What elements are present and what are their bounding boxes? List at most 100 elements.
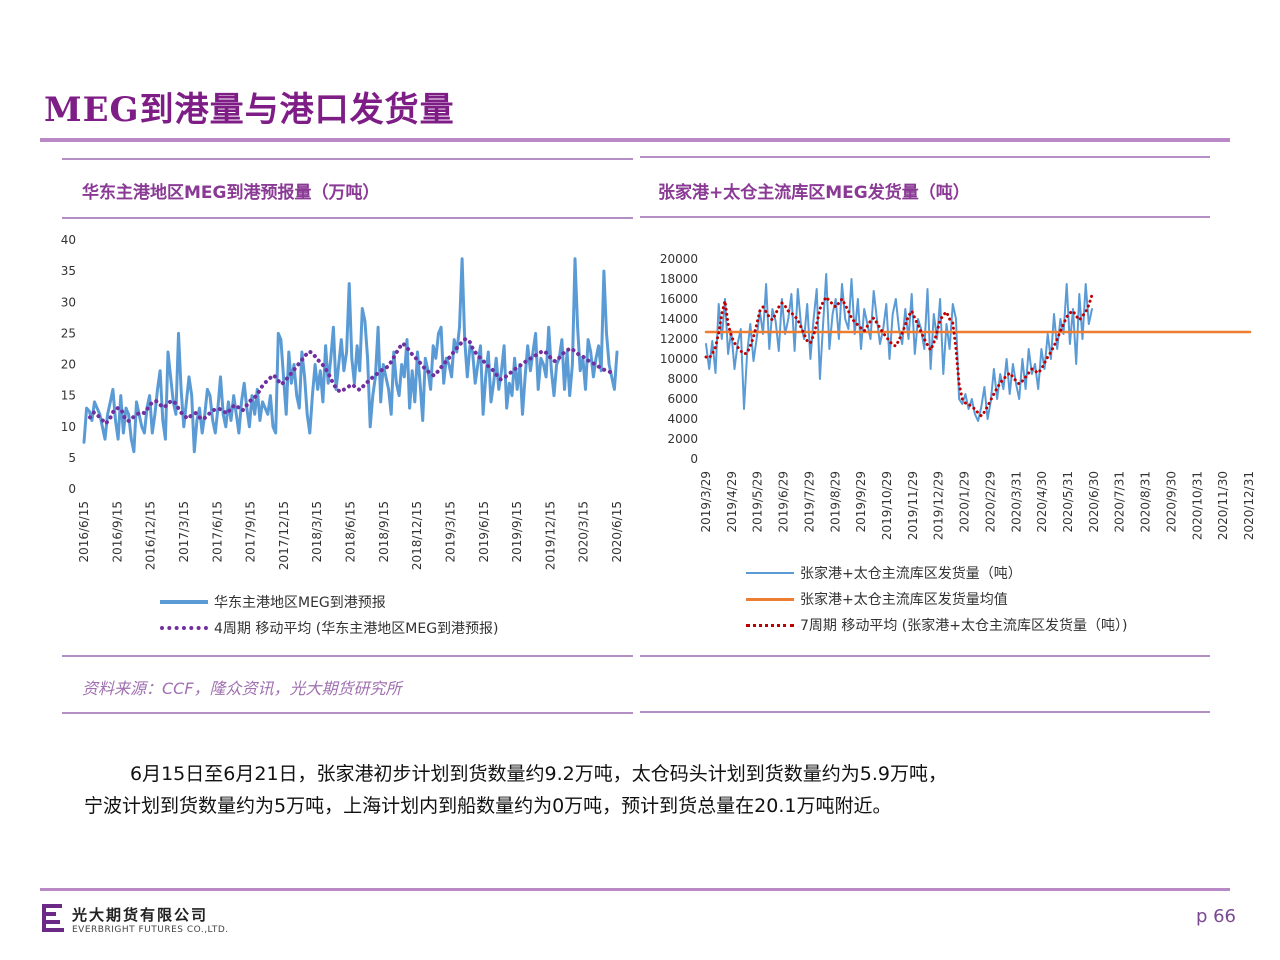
x-tick-label: 2018/9/15	[377, 501, 391, 563]
right-chart-title: 张家港+太仓主流库区MEG发货量（吨）	[658, 183, 970, 203]
left-chart-title: 华东主港地区MEG到港预报量（万吨）	[82, 183, 380, 203]
y-tick-label: 14000	[660, 312, 698, 326]
source-bottom-rule	[62, 712, 633, 714]
series-line-0	[82, 257, 619, 454]
x-tick-label: 2020/9/30	[1164, 471, 1178, 533]
y-tick-label: 35	[61, 264, 76, 278]
y-tick-label: 18000	[660, 272, 698, 286]
legend-label: 4周期 移动平均 (华东主港地区MEG到港预报)	[214, 621, 499, 637]
x-tick-label: 2018/3/15	[310, 501, 324, 563]
series-line-0	[705, 273, 1093, 422]
y-tick-label: 16000	[660, 292, 698, 306]
x-tick-label: 2020/7/31	[1113, 471, 1127, 533]
x-tick-label: 2017/6/15	[210, 501, 224, 563]
x-tick-label: 2018/12/15	[410, 501, 424, 570]
left-legend-item-moving-average: 4周期 移动平均 (华东主港地区MEG到港预报)	[160, 615, 499, 641]
page-title: MEG到港量与港口发货量	[44, 90, 455, 130]
y-tick-label: 0	[690, 452, 698, 466]
x-tick-label: 2016/12/15	[144, 501, 158, 570]
company-name-cn: 光大期货有限公司	[72, 905, 209, 924]
page-number: p 66	[1195, 906, 1236, 927]
x-tick-label: 2019/5/29	[751, 471, 765, 533]
legend-label: 张家港+太仓主流库区发货量均值	[800, 592, 1008, 608]
right-chart-top-rule	[640, 156, 1210, 158]
left-chart-title-rule	[62, 217, 633, 219]
left-legend-item-forecast: 华东主港地区MEG到港预报	[160, 589, 499, 615]
y-tick-label: 5	[68, 451, 76, 465]
x-tick-label: 2018/6/15	[344, 501, 358, 563]
commentary-line-2: 宁波计划到货数量约为5万吨，上海计划内到船数量约为0万吨，预计到货总量在20.1…	[84, 795, 892, 817]
x-tick-label: 2020/6/15	[610, 501, 624, 563]
x-tick-label: 2019/12/29	[932, 471, 946, 540]
y-tick-label: 25	[61, 326, 76, 340]
x-tick-label: 2016/6/15	[77, 501, 91, 563]
y-tick-label: 6000	[667, 392, 698, 406]
y-tick-label: 10000	[660, 352, 698, 366]
company-name-en: EVERBRIGHT FUTURES CO.,LTD.	[72, 924, 229, 935]
right-legend-item-average: 张家港+太仓主流库区发货量均值	[746, 586, 1127, 612]
y-tick-label: 2000	[667, 432, 698, 446]
x-tick-label: 2019/6/29	[777, 471, 791, 533]
footer-divider	[40, 888, 1230, 891]
y-tick-label: 4000	[667, 412, 698, 426]
commentary-paragraph: 6月15日至6月21日，张家港初步计划到货数量约9.2万吨，太仓码头计划到货数量…	[84, 758, 1214, 822]
y-tick-label: 20000	[660, 252, 698, 266]
x-tick-label: 2020/6/30	[1087, 471, 1101, 533]
x-tick-label: 2020/4/30	[1035, 471, 1049, 533]
x-tick-label: 2019/3/15	[443, 501, 457, 563]
x-tick-label: 2020/10/31	[1190, 471, 1204, 540]
x-tick-label: 2019/6/15	[477, 501, 491, 563]
x-tick-label: 2019/12/15	[543, 501, 557, 570]
y-tick-label: 0	[68, 482, 76, 496]
legend-solid-blue-swatch	[160, 600, 208, 604]
source-note: 资料来源：CCF，隆众资讯，光大期货研究所	[82, 679, 402, 698]
left-chart-top-rule	[62, 158, 633, 160]
everbright-logo-icon	[42, 902, 66, 936]
legend-solid-orange-swatch	[746, 597, 794, 601]
y-tick-label: 10	[61, 420, 76, 434]
right-legend-item-moving-average: 7周期 移动平均 (张家港+太仓主流库区发货量（吨）)	[746, 612, 1127, 638]
x-tick-label: 2019/9/29	[854, 471, 868, 533]
y-tick-label: 8000	[667, 372, 698, 386]
right-chart: 0 2000 4000 6000 8000 10000 12000 14000 16000 180…	[660, 252, 1256, 540]
legend-label: 张家港+太仓主流库区发货量（吨）	[800, 566, 1022, 582]
legend-solid-blue-swatch	[746, 572, 794, 574]
x-tick-label: 2019/7/29	[802, 471, 816, 533]
commentary-line-1: 6月15日至6月21日，张家港初步计划到货数量约9.2万吨，太仓码头计划到货数量…	[130, 763, 947, 785]
y-tick-label: 30	[61, 295, 76, 309]
y-tick-label: 40	[61, 233, 76, 247]
x-tick-label: 2020/2/29	[983, 471, 997, 533]
x-tick-label: 2020/3/15	[577, 501, 591, 563]
x-tick-label: 2017/9/15	[244, 501, 258, 563]
y-tick-label: 12000	[660, 332, 698, 346]
x-tick-label: 2020/5/31	[1061, 471, 1075, 533]
title-divider	[40, 138, 1230, 142]
series-line-1	[88, 337, 616, 426]
x-tick-label: 2020/1/29	[958, 471, 972, 533]
legend-label: 7周期 移动平均 (张家港+太仓主流库区发货量（吨）)	[800, 618, 1128, 634]
x-tick-label: 2019/8/29	[828, 471, 842, 533]
right-chart-title-rule	[640, 216, 1210, 218]
right-frame-bottom-rule	[640, 711, 1210, 713]
company-logo: 光大期货有限公司 EVERBRIGHT FUTURES CO.,LTD.	[42, 902, 229, 936]
x-tick-label: 2020/8/31	[1139, 471, 1153, 533]
x-tick-label: 2019/3/29	[699, 471, 713, 533]
right-chart-bottom-rule	[640, 655, 1210, 657]
left-chart-legend: 华东主港地区MEG到港预报 4周期 移动平均 (华东主港地区MEG到港预报)	[160, 589, 499, 641]
x-tick-label: 2019/10/29	[880, 471, 894, 540]
x-tick-label: 2017/12/15	[277, 501, 291, 570]
x-tick-label: 2019/4/29	[725, 471, 739, 533]
right-legend-item-shipment: 张家港+太仓主流库区发货量（吨）	[746, 560, 1127, 586]
x-tick-label: 2016/9/15	[110, 501, 124, 563]
x-tick-label: 2017/3/15	[177, 501, 191, 563]
x-tick-label: 2019/9/15	[510, 501, 524, 563]
legend-dotted-purple-swatch	[160, 626, 208, 630]
right-chart-legend: 张家港+太仓主流库区发货量（吨） 张家港+太仓主流库区发货量均值 7周期 移动平…	[746, 560, 1127, 638]
x-tick-label: 2020/12/31	[1242, 471, 1256, 540]
y-tick-label: 20	[61, 358, 76, 372]
left-chart-bottom-rule	[62, 655, 633, 657]
legend-label: 华东主港地区MEG到港预报	[214, 595, 386, 611]
y-tick-label: 15	[61, 389, 76, 403]
x-tick-label: 2020/3/31	[1009, 471, 1023, 533]
x-tick-label: 2020/11/30	[1216, 471, 1230, 540]
